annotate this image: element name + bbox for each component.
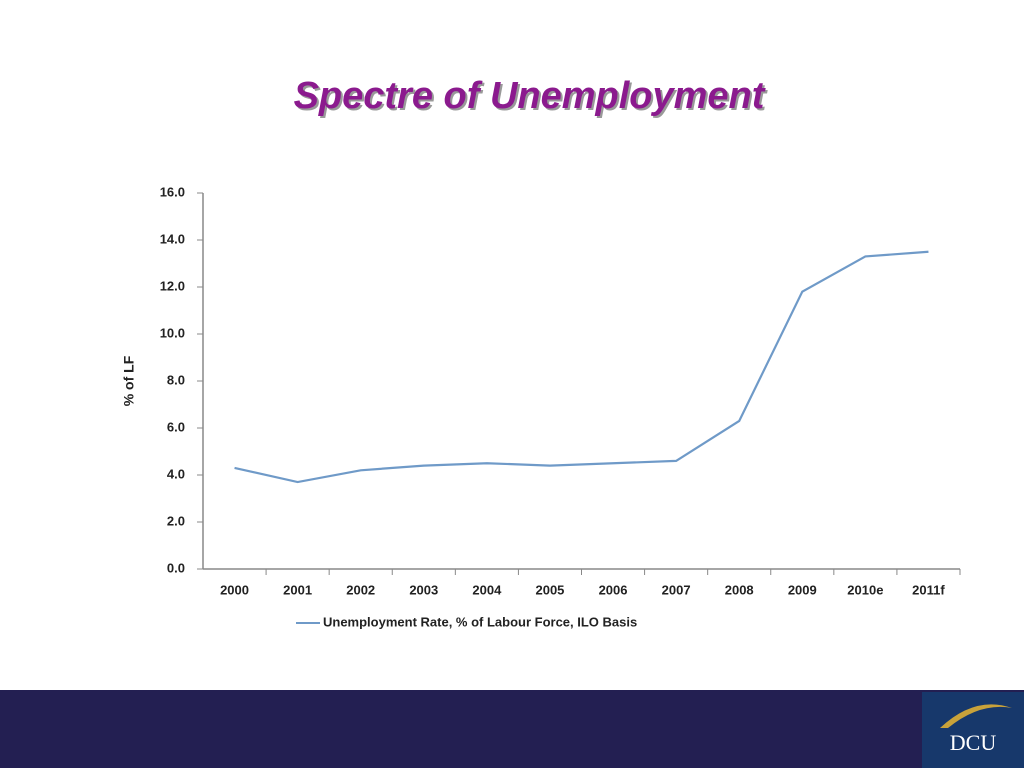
x-tick-label: 2001 — [283, 582, 312, 597]
x-tick-label: 2006 — [599, 582, 628, 597]
footer-band — [0, 690, 1024, 768]
x-tick-label: 2011f — [912, 582, 945, 597]
y-tick-label: 0.0 — [167, 560, 185, 575]
plot: 0.0 2.0 4.0 6.0 8.0 10.0 12.0 14.0 16.0 2000 2001 2… — [160, 184, 961, 597]
y-tick-label: 4.0 — [167, 466, 185, 481]
y-axis-label: % of LF — [121, 355, 137, 406]
logo-text: DCU — [950, 730, 997, 755]
x-tick-label: 2003 — [409, 582, 438, 597]
x-tick-label: 2000 — [220, 582, 249, 597]
data-line — [234, 250, 929, 484]
y-tick-label: 6.0 — [167, 419, 185, 434]
x-tick-label: 2005 — [535, 582, 564, 597]
slide-title: Spectre of Unemployment — [294, 75, 766, 117]
x-tick-label: 2004 — [472, 582, 502, 597]
x-tick-label: 2002 — [346, 582, 375, 597]
x-tick-label: 2009 — [788, 582, 817, 597]
y-tick-label: 2.0 — [167, 513, 185, 528]
y-tick-label: 14.0 — [160, 231, 185, 246]
logo-box — [922, 692, 1024, 768]
y-tick-label: 16.0 — [160, 184, 185, 199]
y-tick-label: 12.0 — [160, 278, 185, 293]
x-tick-label: 2008 — [725, 582, 754, 597]
legend-label: Unemployment Rate, % of Labour Force, IL… — [323, 614, 637, 629]
title-shadow: Spectre of Unemployment — [296, 77, 768, 119]
y-tick-label: 8.0 — [167, 372, 185, 387]
x-tick-label: 2007 — [662, 582, 691, 597]
logo-swoosh — [940, 704, 1012, 728]
x-tick-label: 2010e — [847, 582, 883, 597]
y-tick-label: 10.0 — [160, 325, 185, 340]
